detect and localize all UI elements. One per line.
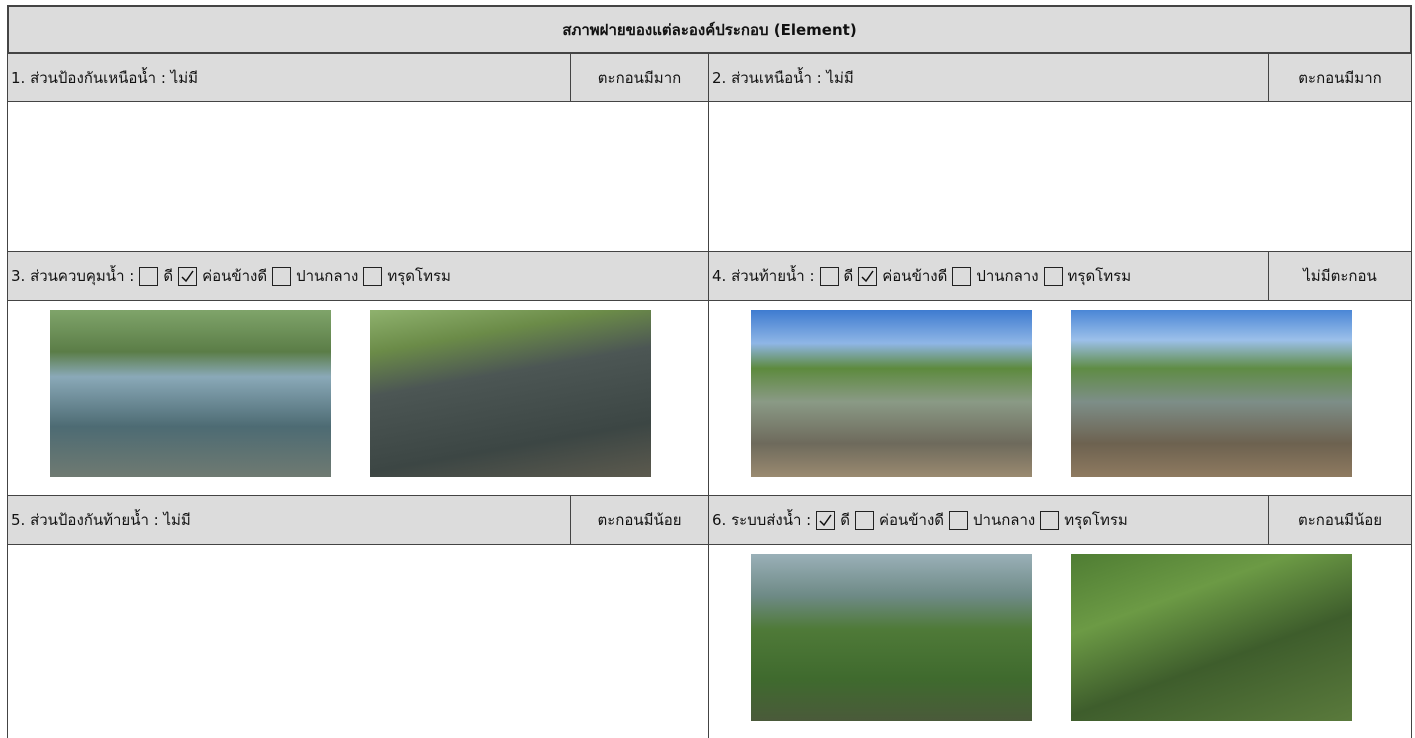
checkbox-option: ทรุดโทรม: [1043, 264, 1132, 288]
option-label: ค่อนข้างดี: [878, 511, 945, 529]
check-stroke: [819, 514, 832, 526]
option-label: ทรุดโทรม: [1067, 267, 1132, 285]
section-label: 3. ส่วนควบคุมน้ำ :: [11, 267, 135, 285]
checkmark: [181, 270, 194, 282]
section-status: ไม่มีตะกอน: [1268, 251, 1412, 301]
checkbox-option: ดี: [816, 508, 850, 532]
checkbox-option: ค่อนข้างดี: [854, 508, 945, 532]
checkbox: [858, 266, 878, 286]
option-label: ดี: [840, 511, 850, 529]
section-body: [7, 101, 709, 252]
checkbox: [363, 266, 383, 286]
checkbox: [178, 266, 198, 286]
checkmark: [861, 270, 874, 282]
photo: [370, 310, 651, 477]
table-title: สภาพฝายของแต่ละองค์ประกอบ (Element): [7, 5, 1412, 54]
section-body: [7, 544, 709, 738]
photo: [1071, 310, 1352, 477]
checkbox: [272, 266, 292, 286]
option-label: ดี: [163, 267, 174, 285]
checkbox: [1043, 266, 1063, 286]
checkbox: [854, 510, 874, 530]
option-label: ทรุดโทรม: [1064, 511, 1128, 529]
checkbox-option: ดี: [819, 264, 854, 288]
checkbox: [819, 266, 839, 286]
photo: [1071, 554, 1352, 721]
photo: [751, 310, 1032, 477]
checkbox-option: ปานกลาง: [949, 508, 1035, 532]
checkbox-option: ค่อนข้างดี: [178, 264, 267, 288]
option-label: ค่อนข้างดี: [202, 267, 268, 285]
check-stroke: [861, 270, 874, 282]
section-body: [708, 544, 1412, 738]
checkbox: [816, 510, 836, 530]
section-header: 1. ส่วนป้องกันเหนือน้ำ : ไม่มี: [7, 53, 571, 102]
option-label: ดี: [843, 267, 854, 285]
option-label: ปานกลาง: [973, 511, 1036, 529]
section-header: 5. ส่วนป้องกันท้ายน้ำ : ไม่มี: [7, 495, 571, 545]
checkbox-option: ทรุดโทรม: [1040, 508, 1128, 532]
option-label: ปานกลาง: [976, 267, 1039, 285]
photo: [50, 310, 331, 477]
check-stroke: [181, 270, 194, 282]
section-label: 5. ส่วนป้องกันท้ายน้ำ : ไม่มี: [11, 511, 191, 529]
section-header: 2. ส่วนเหนือน้ำ : ไม่มี: [708, 53, 1269, 102]
checkbox: [1040, 510, 1060, 530]
section-header: 6. ระบบส่งน้ำ : ดี ค่อนข้างดี ปานกลาง ทรุดโท…: [708, 495, 1269, 545]
photo: [751, 554, 1032, 721]
section-header: 3. ส่วนควบคุมน้ำ : ดี ค่อนข้างดี ปานกลาง ทรุ…: [7, 251, 709, 301]
option-label: ค่อนข้างดี: [882, 267, 948, 285]
checkbox-option: ค่อนข้างดี: [858, 264, 947, 288]
checkbox: [949, 510, 969, 530]
section-status: ตะกอนมีมาก: [1268, 53, 1412, 102]
section-status: ตะกอนมีน้อย: [1268, 495, 1412, 545]
option-label: ทรุดโทรม: [387, 267, 451, 285]
section-label: 1. ส่วนป้องกันเหนือน้ำ : ไม่มี: [11, 68, 198, 87]
checkbox: [952, 266, 972, 286]
section-status: ตะกอนมีมาก: [570, 53, 709, 102]
checkbox-option: ปานกลาง: [272, 264, 358, 288]
checkbox-option: ดี: [139, 264, 173, 288]
section-label: 4. ส่วนท้ายน้ำ :: [712, 267, 815, 285]
checkmark: [819, 514, 832, 526]
checkbox-option: ทรุดโทรม: [363, 264, 451, 288]
checkbox: [139, 266, 159, 286]
section-label: 6. ระบบส่งน้ำ :: [712, 511, 812, 529]
section-header: 4. ส่วนท้ายน้ำ : ดี ค่อนข้างดี ปานกลาง ทรุดโ…: [708, 251, 1269, 301]
section-label: 2. ส่วนเหนือน้ำ : ไม่มี: [712, 68, 854, 87]
checkbox-option: ปานกลาง: [952, 264, 1039, 288]
section-body: [708, 101, 1412, 252]
section-status: ตะกอนมีน้อย: [570, 495, 709, 545]
option-label: ปานกลาง: [296, 267, 359, 285]
